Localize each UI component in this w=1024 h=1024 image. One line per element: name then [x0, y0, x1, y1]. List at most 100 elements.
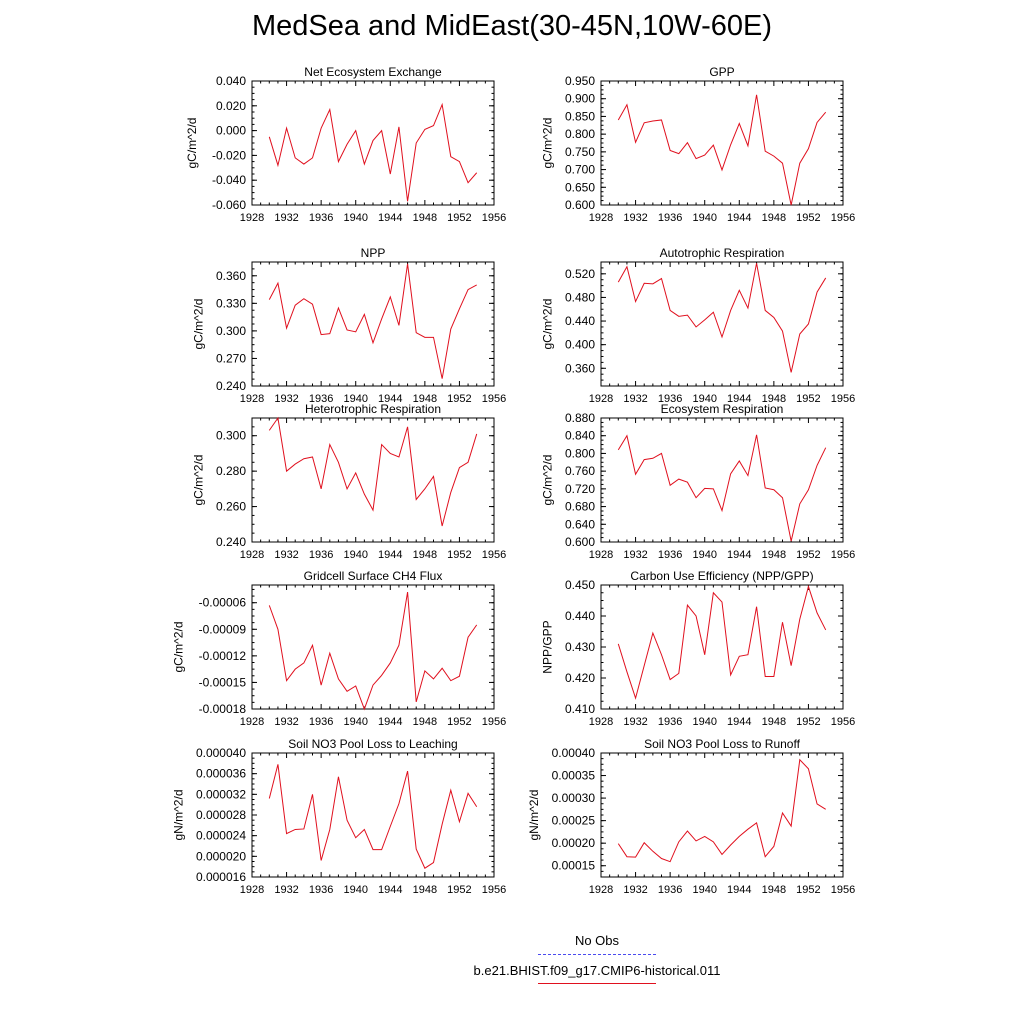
x-tick-label: 1948 — [413, 393, 437, 405]
x-tick-label: 1932 — [274, 884, 298, 896]
x-tick-label: 1948 — [762, 716, 786, 728]
x-tick-label: 1928 — [589, 212, 613, 224]
y-tick-label: 0.600 — [565, 535, 595, 549]
y-tick-label: -0.040 — [212, 173, 246, 187]
x-tick-label: 1944 — [378, 549, 402, 561]
panel-npp: NPP 1928 1932 1936 1940 1944 1948 1952 1956 0.240… — [192, 246, 507, 405]
y-tick-label: 0.240 — [216, 535, 246, 549]
series-line — [268, 416, 478, 527]
x-tick-label: 1936 — [658, 212, 682, 224]
x-tick-label: 1940 — [343, 716, 367, 728]
plot-frame — [600, 80, 844, 206]
y-tick-label: 0.750 — [565, 145, 595, 159]
x-tick-label: 1952 — [447, 549, 471, 561]
y-tick-label: 0.420 — [565, 671, 595, 685]
plot-frame — [600, 752, 844, 878]
x-tick-label: 1940 — [692, 716, 716, 728]
y-tick-label: 0.430 — [565, 640, 595, 654]
x-tick-label: 1928 — [589, 884, 613, 896]
x-tick-label: 1936 — [658, 884, 682, 896]
series-line — [268, 592, 478, 711]
panel-title: Soil NO3 Pool Loss to Leaching — [288, 737, 457, 751]
y-tick-label: 0.850 — [565, 109, 595, 123]
x-tick-label: 1944 — [727, 884, 751, 896]
x-tick-label: 1944 — [378, 884, 402, 896]
y-tick-label: 0.270 — [216, 351, 246, 365]
y-tick-label: -0.00006 — [199, 596, 247, 610]
x-tick-label: 1952 — [796, 393, 820, 405]
x-tick-label: 1936 — [309, 716, 333, 728]
x-tick-label: 1952 — [447, 884, 471, 896]
x-tick-label: 1928 — [240, 393, 264, 405]
y-tick-label: -0.060 — [212, 198, 246, 212]
series-line — [617, 758, 826, 863]
y-tick-label: 0.650 — [565, 180, 595, 194]
y-tick-label: 0.00040 — [552, 746, 596, 760]
x-tick-label: 1932 — [274, 716, 298, 728]
x-tick-label: 1936 — [658, 393, 682, 405]
x-tick-label: 1956 — [831, 884, 855, 896]
x-tick-label: 1932 — [623, 884, 647, 896]
x-tick-label: 1940 — [343, 549, 367, 561]
x-tick-label: 1928 — [240, 884, 264, 896]
x-tick-label: 1956 — [831, 716, 855, 728]
y-tick-label: 0.400 — [565, 338, 595, 352]
y-tick-label: 0.300 — [216, 429, 246, 443]
x-tick-label: 1932 — [623, 716, 647, 728]
panel-title: NPP — [361, 246, 386, 260]
x-tick-label: 1944 — [727, 549, 751, 561]
panel-title: Carbon Use Efficiency (NPP/GPP) — [630, 569, 813, 583]
x-tick-label: 1944 — [727, 393, 751, 405]
panel-gpp: GPP 1928 1932 1936 1940 1944 1948 1952 1956 0.600… — [541, 65, 856, 224]
series-line — [268, 764, 478, 869]
x-tick-label: 1952 — [796, 212, 820, 224]
panel-title: Net Ecosystem Exchange — [304, 65, 442, 79]
x-tick-label: 1936 — [658, 549, 682, 561]
panel-autotrophic-respiration: Autotrophic Respiration 1928 1932 1936 1940 1… — [541, 246, 856, 405]
x-tick-label: 1936 — [309, 549, 333, 561]
x-tick-label: 1956 — [482, 549, 506, 561]
legend-line-obs — [538, 954, 656, 955]
x-tick-label: 1948 — [762, 884, 786, 896]
x-tick-label: 1944 — [378, 393, 402, 405]
y-tick-label: -0.00015 — [199, 675, 247, 689]
x-tick-label: 1956 — [831, 212, 855, 224]
x-tick-label: 1936 — [309, 884, 333, 896]
x-tick-label: 1948 — [762, 393, 786, 405]
x-tick-label: 1932 — [623, 212, 647, 224]
panel-heterotrophic-respiration: Heterotrophic Respiration 1928 1932 1936 194… — [192, 402, 507, 561]
y-tick-label: 0.000020 — [196, 849, 246, 863]
y-axis-label: gN/m^2/d — [171, 790, 185, 841]
y-tick-label: 0.600 — [565, 198, 595, 212]
x-tick-label: 1928 — [589, 549, 613, 561]
y-tick-label: 0.440 — [565, 314, 595, 328]
panel-title: Autotrophic Respiration — [660, 246, 785, 260]
y-tick-label: 0.000040 — [196, 746, 246, 760]
y-axis-label: NPP/GPP — [541, 620, 555, 673]
plot-frame — [251, 584, 495, 710]
y-tick-label: 0.520 — [565, 267, 595, 281]
x-tick-label: 1940 — [692, 884, 716, 896]
y-tick-label: 0.640 — [565, 517, 595, 531]
y-tick-label: 0.950 — [565, 74, 595, 88]
plot-frame — [251, 417, 495, 543]
y-tick-label: -0.00018 — [199, 702, 247, 716]
y-tick-label: 0.000024 — [196, 829, 246, 843]
y-tick-label: 0.450 — [565, 578, 595, 592]
y-tick-label: 0.00025 — [552, 814, 596, 828]
page-title: MedSea and MidEast(30-45N,10W-60E) — [251, 10, 773, 42]
y-tick-label: 0.00015 — [552, 859, 596, 873]
y-tick-label: 0.00035 — [552, 769, 596, 783]
y-tick-label: 0.720 — [565, 482, 595, 496]
panel-title: Heterotrophic Respiration — [305, 402, 441, 416]
x-tick-label: 1956 — [482, 393, 506, 405]
x-tick-label: 1956 — [482, 212, 506, 224]
x-tick-label: 1940 — [692, 393, 716, 405]
x-tick-label: 1936 — [309, 212, 333, 224]
y-tick-label: 0.900 — [565, 92, 595, 106]
x-tick-label: 1952 — [796, 549, 820, 561]
x-tick-label: 1928 — [240, 549, 264, 561]
x-tick-label: 1948 — [413, 549, 437, 561]
x-tick-label: 1940 — [343, 884, 367, 896]
x-tick-label: 1928 — [589, 393, 613, 405]
